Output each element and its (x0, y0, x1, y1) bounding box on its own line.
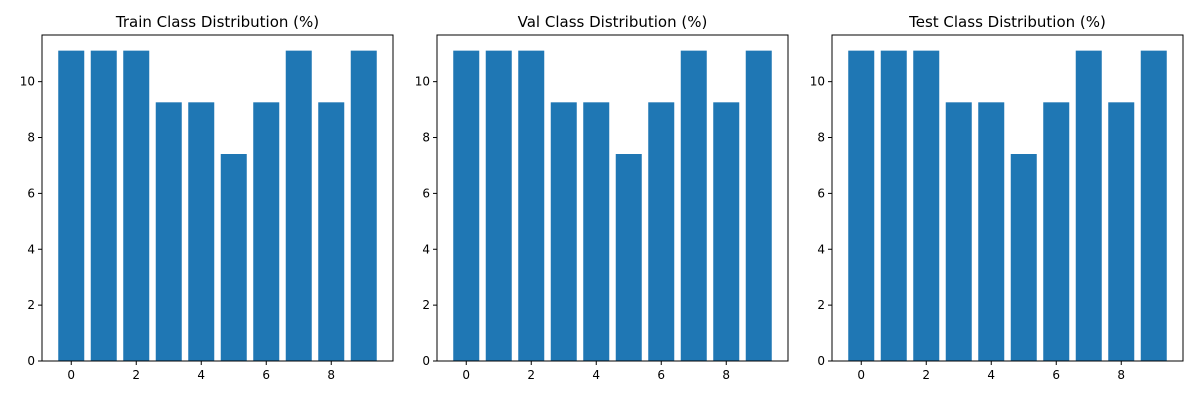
bar (285, 50, 312, 361)
bar (1108, 102, 1135, 361)
bar (123, 50, 150, 361)
axes-frame (436, 34, 789, 362)
bar (1043, 102, 1070, 361)
x-tick-label: 4 (987, 368, 995, 382)
bar (1075, 50, 1102, 361)
bar (583, 102, 610, 361)
y-tick-label: 4 (27, 242, 35, 256)
bar (350, 50, 377, 361)
y-tick-label: 2 (422, 298, 430, 312)
x-tick-label: 6 (657, 368, 665, 382)
y-tick-label: 10 (20, 75, 35, 89)
chart-title: Val Class Distribution (%) (518, 13, 708, 31)
bar (188, 102, 215, 361)
bar (90, 50, 117, 361)
bar (978, 102, 1005, 361)
x-tick-label: 4 (197, 368, 205, 382)
chart-panel: Train Class Distribution (%) 0 2 4 6 8 0 2 4 6 8 10 (20, 13, 394, 382)
axes-frame (41, 34, 394, 362)
x-tick-label: 0 (462, 368, 470, 382)
bar (550, 102, 577, 361)
y-tick-label: 6 (27, 186, 35, 200)
x-tick-label: 8 (327, 368, 335, 382)
bar (318, 102, 345, 361)
y-tick-label: 4 (817, 242, 825, 256)
y-tick-label: 0 (422, 354, 430, 368)
chart-title: Train Class Distribution (%) (115, 13, 319, 31)
x-tick-label: 2 (132, 368, 140, 382)
bar (220, 154, 247, 361)
x-tick-label: 8 (1117, 368, 1125, 382)
bar (253, 102, 280, 361)
bar (58, 50, 85, 361)
chart-panel: Val Class Distribution (%) 0 2 4 6 8 0 2 4 6 8 10 (415, 13, 789, 382)
bar (945, 102, 972, 361)
y-tick-label: 6 (817, 186, 825, 200)
bar (648, 102, 675, 361)
y-tick-label: 6 (422, 186, 430, 200)
x-tick-label: 2 (922, 368, 930, 382)
bar (1140, 50, 1167, 361)
y-tick-label: 2 (27, 298, 35, 312)
bar (518, 50, 545, 361)
chart-title: Test Class Distribution (%) (908, 13, 1106, 31)
y-tick-label: 8 (422, 131, 430, 145)
bar (1010, 154, 1037, 361)
bar (453, 50, 480, 361)
bar (880, 50, 907, 361)
x-tick-label: 4 (592, 368, 600, 382)
axes-frame (831, 34, 1184, 362)
y-tick-label: 0 (817, 354, 825, 368)
x-tick-label: 6 (1052, 368, 1060, 382)
bar (713, 102, 740, 361)
bar (680, 50, 707, 361)
bar (615, 154, 642, 361)
bar (745, 50, 772, 361)
y-tick-label: 4 (422, 242, 430, 256)
y-tick-label: 8 (817, 131, 825, 145)
x-tick-label: 6 (262, 368, 270, 382)
y-tick-label: 0 (27, 354, 35, 368)
bar (848, 50, 875, 361)
bar (913, 50, 940, 361)
x-tick-label: 0 (67, 368, 75, 382)
bar (485, 50, 512, 361)
x-tick-label: 2 (527, 368, 535, 382)
bar (155, 102, 182, 361)
y-tick-label: 2 (817, 298, 825, 312)
y-tick-label: 8 (27, 131, 35, 145)
x-tick-label: 8 (722, 368, 730, 382)
chart-panel: Test Class Distribution (%) 0 2 4 6 8 0 2 4 6 8 10 (810, 13, 1184, 382)
y-tick-label: 10 (415, 75, 430, 89)
y-tick-label: 10 (810, 75, 825, 89)
x-tick-label: 0 (857, 368, 865, 382)
